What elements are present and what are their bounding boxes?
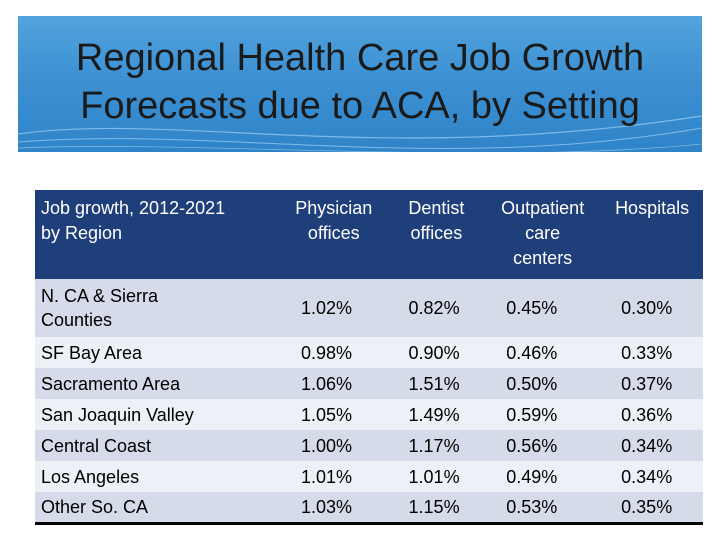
- table-header-row: Job growth, 2012-2021 by Region Physicia…: [35, 190, 703, 279]
- title-banner: Regional Health Care Job Growth Forecast…: [18, 16, 702, 152]
- value-cell: 1.51%: [386, 368, 485, 399]
- table-row: Sacramento Area 1.06% 1.51% 0.50% 0.37%: [35, 368, 703, 399]
- value-cell: 0.30%: [599, 279, 703, 337]
- value-cell: 1.03%: [279, 492, 387, 525]
- value-cell: 0.82%: [386, 279, 485, 337]
- header-region: Job growth, 2012-2021 by Region: [35, 190, 279, 279]
- value-cell: 1.17%: [386, 430, 485, 461]
- region-cell: Central Coast: [35, 430, 279, 461]
- table-row: San Joaquin Valley 1.05% 1.49% 0.59% 0.3…: [35, 399, 703, 430]
- value-cell: 0.90%: [386, 337, 485, 368]
- value-cell: 0.34%: [599, 430, 703, 461]
- value-cell: 0.45%: [484, 279, 600, 337]
- value-cell: 0.33%: [599, 337, 703, 368]
- value-cell: 0.35%: [599, 492, 703, 525]
- value-cell: 1.15%: [386, 492, 485, 525]
- value-cell: 0.36%: [599, 399, 703, 430]
- value-cell: 1.00%: [279, 430, 387, 461]
- table-row: Los Angeles 1.01% 1.01% 0.49% 0.34%: [35, 461, 703, 492]
- table-row: Central Coast 1.00% 1.17% 0.56% 0.34%: [35, 430, 703, 461]
- value-cell: 1.02%: [279, 279, 387, 337]
- value-cell: 0.49%: [484, 461, 600, 492]
- header-physician-offices: Physician offices: [279, 190, 387, 279]
- value-cell: 0.59%: [484, 399, 600, 430]
- region-cell: N. CA & Sierra Counties: [35, 279, 279, 337]
- value-cell: 0.34%: [599, 461, 703, 492]
- table-row: Other So. CA 1.03% 1.15% 0.53% 0.35%: [35, 492, 703, 525]
- region-cell: Other So. CA: [35, 492, 279, 525]
- table-row: N. CA & Sierra Counties 1.02% 0.82% 0.45…: [35, 279, 703, 337]
- title-line-2: Forecasts due to ACA, by Setting: [80, 85, 640, 127]
- region-cell: Sacramento Area: [35, 368, 279, 399]
- region-cell: San Joaquin Valley: [35, 399, 279, 430]
- banner-wave-decoration: [18, 115, 702, 152]
- table-row: SF Bay Area 0.98% 0.90% 0.46% 0.33%: [35, 337, 703, 368]
- header-hospitals: Hospitals: [599, 190, 703, 279]
- value-cell: 0.98%: [279, 337, 387, 368]
- job-growth-table: Job growth, 2012-2021 by Region Physicia…: [35, 190, 703, 525]
- value-cell: 1.01%: [279, 461, 387, 492]
- page-title: Regional Health Care Job Growth Forecast…: [18, 34, 702, 130]
- value-cell: 0.56%: [484, 430, 600, 461]
- header-dentist-offices: Dentist offices: [386, 190, 485, 279]
- title-line-1: Regional Health Care Job Growth: [75, 37, 645, 79]
- value-cell: 0.50%: [484, 368, 600, 399]
- value-cell: 0.37%: [599, 368, 703, 399]
- value-cell: 1.05%: [279, 399, 387, 430]
- value-cell: 0.46%: [484, 337, 600, 368]
- value-cell: 1.01%: [386, 461, 485, 492]
- region-cell: Los Angeles: [35, 461, 279, 492]
- header-outpatient-care-centers: Outpatient care centers: [484, 190, 600, 279]
- value-cell: 0.53%: [484, 492, 600, 525]
- value-cell: 1.49%: [386, 399, 485, 430]
- value-cell: 1.06%: [279, 368, 387, 399]
- region-cell: SF Bay Area: [35, 337, 279, 368]
